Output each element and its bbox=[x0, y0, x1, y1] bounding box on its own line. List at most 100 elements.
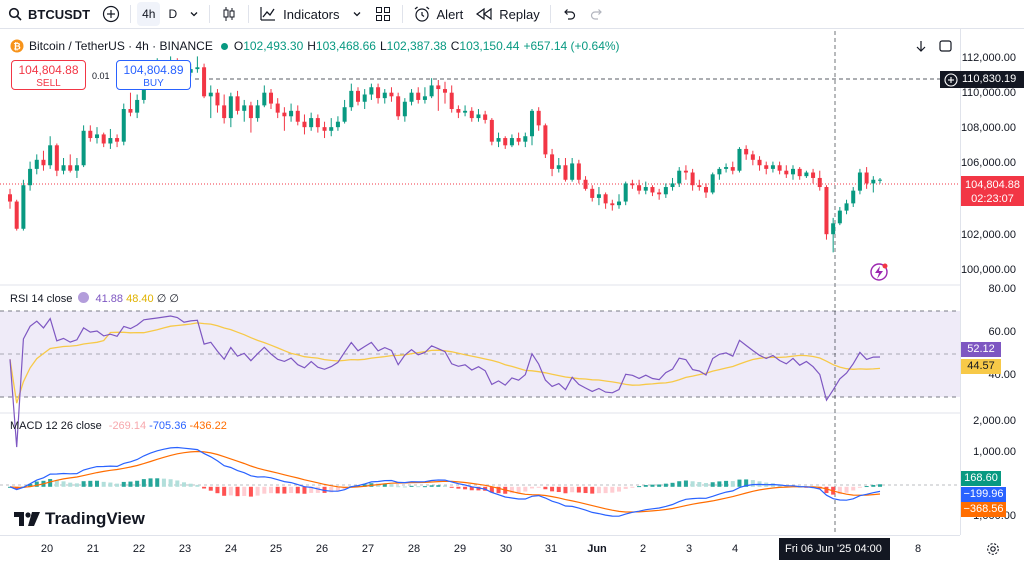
maximize-pane-icon[interactable] bbox=[939, 40, 952, 52]
macd-histogram-bar bbox=[74, 483, 79, 487]
macd-histogram-bar bbox=[449, 486, 454, 488]
rsi-legend: RSI 14 close 41.88 48.40 ∅ ∅ bbox=[10, 292, 179, 305]
high-label: H bbox=[307, 39, 316, 53]
macd-signal-tag: −368.56 bbox=[961, 502, 1006, 517]
candle-body bbox=[590, 188, 595, 198]
macd-histogram-bar bbox=[262, 486, 267, 494]
macd-histogram-bar bbox=[429, 485, 434, 487]
crosshair-price-value: 110,830.19 bbox=[962, 73, 1017, 85]
macd-histogram-bar bbox=[710, 482, 715, 487]
sell-button[interactable]: 104,804.88 SELL bbox=[11, 60, 86, 90]
macd-histogram-bar bbox=[496, 486, 501, 494]
lightning-icon[interactable] bbox=[870, 263, 888, 281]
candle-body bbox=[108, 138, 113, 144]
time-tick-month: Jun bbox=[587, 543, 607, 555]
macd-histogram-bar bbox=[135, 480, 140, 487]
settings-gear-icon[interactable] bbox=[986, 542, 1000, 556]
candle-body bbox=[877, 179, 883, 181]
timeframe-4h-button[interactable]: 4h bbox=[137, 2, 161, 26]
candle-body bbox=[476, 114, 481, 119]
symbol-label: BTCUSDT bbox=[28, 6, 91, 22]
macd-value: -705.36 bbox=[149, 420, 187, 432]
rsi-extra-2: ∅ bbox=[169, 293, 179, 305]
candle-body bbox=[242, 105, 247, 111]
macd-histogram-bar bbox=[141, 479, 146, 487]
buy-label: BUY bbox=[143, 78, 164, 89]
indicators-label: Indicators bbox=[283, 6, 340, 22]
timeframe-dropdown-button[interactable] bbox=[183, 0, 205, 29]
candle-body bbox=[369, 87, 374, 95]
candle-body bbox=[670, 183, 675, 188]
macd-histogram-bar bbox=[442, 485, 448, 487]
candle-body bbox=[864, 172, 869, 184]
macd-histogram-bar bbox=[703, 483, 709, 487]
grid-layout-icon bbox=[375, 7, 390, 21]
macd-histogram-bar bbox=[436, 485, 441, 487]
last-price-label: 104,804.88 02:23:07 bbox=[961, 176, 1024, 206]
crosshair-price-label[interactable]: 110,830.19 bbox=[940, 71, 1024, 88]
candle-body bbox=[690, 172, 695, 186]
candle-body bbox=[824, 187, 829, 235]
add-alert-plus-icon[interactable] bbox=[944, 72, 958, 87]
symbol-search-button[interactable]: BTCUSDT bbox=[0, 0, 96, 29]
change-value: +657.14 (+0.64%) bbox=[523, 39, 620, 53]
chart-type-button[interactable] bbox=[214, 0, 244, 29]
candle-body bbox=[483, 114, 488, 120]
candle-body bbox=[724, 167, 729, 169]
price-tick: 112,000.00 bbox=[961, 52, 1016, 64]
top-toolbar: BTCUSDT 4h D Indicators Alert Replay bbox=[0, 0, 1024, 29]
buy-button[interactable]: 104,804.89 BUY bbox=[116, 60, 191, 90]
macd-histogram-bar bbox=[68, 482, 73, 487]
indicator-templates-button[interactable] bbox=[346, 0, 368, 29]
macd-histogram-bar bbox=[228, 486, 233, 496]
candle-body bbox=[68, 165, 73, 171]
candle-body bbox=[329, 127, 334, 131]
compare-symbol-button[interactable] bbox=[96, 0, 126, 29]
macd-histogram-bar bbox=[744, 479, 749, 487]
svg-text:₿: ₿ bbox=[13, 42, 20, 52]
candle-body bbox=[697, 185, 702, 188]
candle-body bbox=[235, 96, 240, 111]
macd-histogram-bar bbox=[81, 481, 86, 487]
price-scale[interactable] bbox=[960, 29, 1024, 535]
candle-body bbox=[871, 179, 876, 184]
macd-histogram-bar bbox=[335, 486, 340, 492]
rsi-settings-icon[interactable] bbox=[78, 292, 90, 303]
macd-histogram-bar bbox=[115, 483, 120, 487]
macd-histogram-bar bbox=[857, 486, 862, 488]
macd-histogram-bar bbox=[168, 479, 173, 487]
replay-button[interactable]: Replay bbox=[469, 0, 545, 29]
undo-button[interactable] bbox=[555, 0, 583, 29]
candle-body bbox=[777, 165, 782, 171]
collapse-pane-icon[interactable] bbox=[916, 41, 926, 52]
layout-button[interactable] bbox=[368, 0, 398, 29]
macd-histogram-bar bbox=[208, 486, 213, 491]
candle-body bbox=[837, 210, 842, 224]
open-value: 102,493.30 bbox=[243, 39, 304, 53]
rsi-label: RSI 14 close bbox=[10, 293, 73, 305]
chart-plot-area[interactable] bbox=[0, 29, 960, 535]
macd-histogram-bar bbox=[289, 486, 294, 494]
time-scale[interactable] bbox=[0, 535, 960, 564]
macd-histogram-bar bbox=[523, 486, 528, 492]
macd-histogram-bar bbox=[48, 479, 53, 487]
tradingview-logo[interactable]: TradingView bbox=[14, 509, 145, 529]
timeframe-d-button[interactable]: D bbox=[168, 7, 178, 21]
macd-tick: 1,000.00 bbox=[973, 446, 1016, 458]
candle-body bbox=[74, 165, 79, 171]
macd-histogram-bar bbox=[637, 486, 642, 488]
indicators-button[interactable]: Indicators bbox=[253, 0, 345, 29]
candle-body bbox=[342, 107, 347, 122]
candle-body bbox=[857, 172, 862, 191]
candle-body bbox=[416, 92, 421, 100]
alert-button[interactable]: Alert bbox=[407, 0, 470, 29]
symbol-title: Bitcoin / TetherUS · 4h · BINANCE bbox=[29, 39, 213, 53]
redo-button[interactable] bbox=[583, 0, 611, 29]
macd-histogram-bar bbox=[650, 484, 655, 487]
rsi-line bbox=[9, 315, 881, 448]
candle-body bbox=[255, 105, 260, 119]
candle-body bbox=[248, 105, 253, 119]
macd-tick: 2,000.00 bbox=[973, 415, 1016, 427]
macd-histogram-bar bbox=[148, 478, 153, 487]
candle-body bbox=[583, 179, 588, 189]
